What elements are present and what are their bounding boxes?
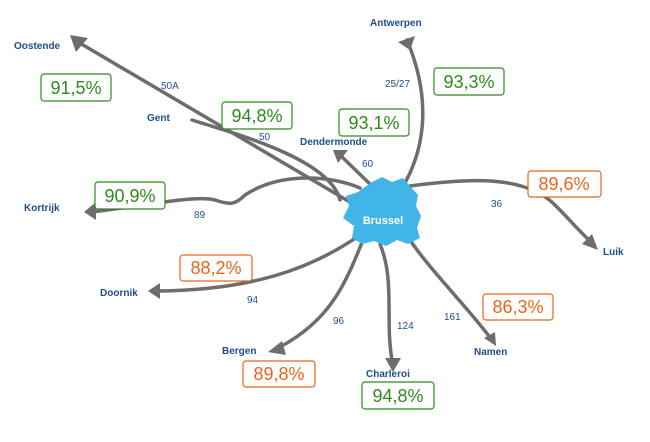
arrow-dendermonde [333, 150, 348, 163]
arrow-oostende [70, 35, 88, 52]
arrow-luik [582, 234, 598, 250]
pct-badge-dendermonde: 93,1% [338, 108, 410, 137]
city-namen: Namen [474, 347, 507, 358]
arrow-bergen [268, 341, 286, 355]
route-oostende [76, 40, 357, 207]
pct-badge-kortrijk: 90,9% [94, 181, 166, 210]
line-number-luik: 36 [491, 199, 503, 210]
pct-badge-bergen: 89,8% [242, 360, 316, 388]
city-kortrijk: Kortrijk [24, 203, 60, 214]
city-oostende: Oostende [14, 41, 61, 52]
pct-badge-doornik: 88,2% [179, 254, 253, 282]
city-bergen: Bergen [222, 346, 256, 357]
arrow-kortrijk [84, 202, 96, 220]
pct-badge-charleroi: 94,8% [361, 381, 435, 410]
arrow-charleroi [385, 358, 401, 372]
route-antwerpen [400, 38, 425, 190]
route-bergen [278, 238, 365, 349]
city-doornik: Doornik [100, 288, 138, 299]
hub-brussel: Brussel [343, 177, 421, 246]
city-dendermonde: Dendermonde [300, 137, 368, 148]
pct-value: 89,8% [253, 364, 304, 384]
arrowheads [70, 35, 598, 372]
line-number-kortrijk: 89 [194, 210, 206, 221]
pct-value: 91,5% [50, 78, 101, 98]
route-gent [190, 118, 342, 202]
arrow-antwerpen [398, 36, 415, 50]
city-labels: Oostende Gent Dendermonde Antwerpen Kort… [14, 18, 624, 380]
route-doornik [156, 233, 362, 293]
city-luik: Luik [603, 247, 624, 258]
pct-value: 90,9% [104, 186, 155, 206]
hub-shape [343, 177, 421, 246]
pct-badge-luik: 89,6% [527, 170, 602, 198]
line-number-charleroi: 124 [397, 321, 414, 332]
city-charleroi: Charleroi [366, 369, 410, 380]
line-number-antwerpen: 25/27 [385, 79, 410, 90]
line-numbers: 50A 50 60 25/27 89 36 94 96 124 161 [161, 79, 503, 332]
arrow-doornik [148, 283, 160, 299]
route-namen [408, 238, 494, 342]
pct-badge-oostende: 91,5% [40, 73, 112, 102]
route-dendermonde [338, 153, 374, 188]
punctuality-badges: 91,5% 94,8% 93,1% 93,3% 90,9% 89,6% 88,2… [40, 67, 602, 410]
line-number-gent: 50 [259, 132, 271, 143]
line-number-namen: 161 [444, 312, 461, 323]
pct-value: 93,1% [348, 113, 399, 133]
line-number-dendermonde: 60 [362, 159, 374, 170]
city-antwerpen: Antwerpen [370, 18, 422, 29]
pct-value: 94,8% [372, 386, 423, 406]
pct-badge-gent: 94,8% [221, 101, 293, 130]
line-number-bergen: 96 [333, 316, 345, 327]
pct-value: 93,3% [443, 72, 494, 92]
pct-value: 86,3% [492, 297, 543, 317]
pct-value: 94,8% [231, 106, 282, 126]
city-gent: Gent [147, 113, 170, 124]
pct-badge-namen: 86,3% [482, 293, 554, 321]
line-number-doornik: 94 [247, 295, 259, 306]
pct-badge-antwerpen: 93,3% [433, 67, 505, 96]
pct-value: 89,6% [538, 174, 589, 194]
arrow-namen [484, 332, 496, 346]
hub-label: Brussel [363, 215, 403, 227]
line-number-oostende: 50A [161, 81, 179, 92]
pct-value: 88,2% [190, 258, 241, 278]
route-charleroi [378, 242, 394, 362]
